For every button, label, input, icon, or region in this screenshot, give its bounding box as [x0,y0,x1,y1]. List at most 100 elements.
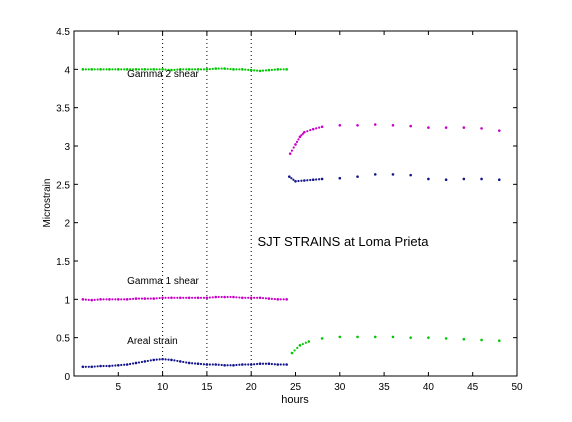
data-point [125,298,129,301]
data-point-fill [140,360,144,364]
data-point-fill [199,296,203,299]
data-point-fill [253,363,256,366]
data-point [285,298,288,301]
data-point-fill [279,298,282,301]
data-point-fill [120,363,123,367]
series-0 [81,67,501,355]
data-point [290,351,294,355]
data-point-fill [164,68,167,71]
data-point-fill [120,298,123,301]
data-point [276,68,280,71]
data-point-fill [105,68,108,71]
data-point-fill [202,68,206,71]
grid-lines [162,31,252,376]
data-point [311,127,315,131]
data-point [81,68,85,71]
data-point-fill [176,68,179,71]
data-point [196,296,200,300]
data-point-fill [256,69,259,72]
data-point-fill [220,67,223,70]
data-point-fill [155,68,158,71]
y-tick-label: 3 [64,142,70,153]
data-point [288,152,292,155]
data-point-fill [238,296,241,299]
data-point [179,68,182,71]
data-point-fill [167,296,170,299]
data-point-fill [102,68,105,71]
data-point-fill [185,68,188,71]
data-point-fill [295,140,299,144]
data-point [179,360,182,363]
data-point [249,363,253,366]
data-point [90,365,94,369]
data-point [258,69,262,73]
y-axis-label: Microstrain [42,179,53,228]
data-point [356,175,359,178]
data-point [108,364,111,368]
data-point-fill [270,68,273,71]
data-point-fill [304,341,307,344]
data-point [294,143,297,146]
data-point-fill [282,363,285,366]
data-point [356,124,359,127]
data-point-fill [261,296,265,300]
data-point [497,178,501,182]
data-point [276,298,280,301]
data-point-fill [111,364,114,367]
data-point [427,177,430,181]
data-point-fill [93,298,96,301]
y-tick-label: 3.5 [56,104,70,115]
data-point-fill [290,149,294,152]
data-point-fill [244,68,247,71]
data-point [480,338,483,342]
data-point [152,68,156,71]
y-tick-label: 0 [64,372,70,383]
data-point [338,176,342,180]
series-2 [81,173,501,369]
data-point [170,68,173,72]
data-point-fill [235,296,238,299]
data-point [303,179,306,182]
data-point [444,337,448,340]
data-point-fill [296,346,299,349]
data-point-fill [173,359,176,362]
data-point-fill [315,178,318,181]
data-point [196,68,200,71]
data-point [320,177,324,181]
data-point [241,68,244,71]
data-point-fill [238,363,241,366]
x-tick-label: 10 [157,382,169,393]
y-tick-label: 2.5 [56,180,70,191]
data-point [99,364,102,368]
data-point [99,68,102,71]
data-point [81,298,85,301]
data-point-fill [264,69,268,72]
data-point-fill [120,68,123,71]
data-point-fill [185,361,188,364]
data-point [298,344,302,347]
data-point-fill [264,362,268,365]
data-point-fill [247,296,250,299]
data-point [187,68,191,71]
chart-title: SJT STRAINS at Loma Prieta [258,234,430,249]
data-point-fill [87,68,90,71]
data-point [223,67,226,70]
data-point-fill [211,67,214,70]
data-point-fill [217,363,220,366]
data-point [391,335,395,339]
data-point [356,335,359,339]
data-point [170,358,173,362]
data-point [409,124,412,128]
data-point-fill [155,297,158,300]
data-point [303,130,306,134]
data-point-fill [226,67,229,70]
data-point-fill [158,296,161,300]
data-point [205,363,209,366]
data-point-fill [290,177,293,180]
data-point-fill [279,68,282,71]
data-point [294,179,297,183]
data-point [232,68,235,71]
x-tick-label: 45 [467,382,479,393]
data-point-fill [167,68,170,71]
data-point-fill [253,296,256,299]
